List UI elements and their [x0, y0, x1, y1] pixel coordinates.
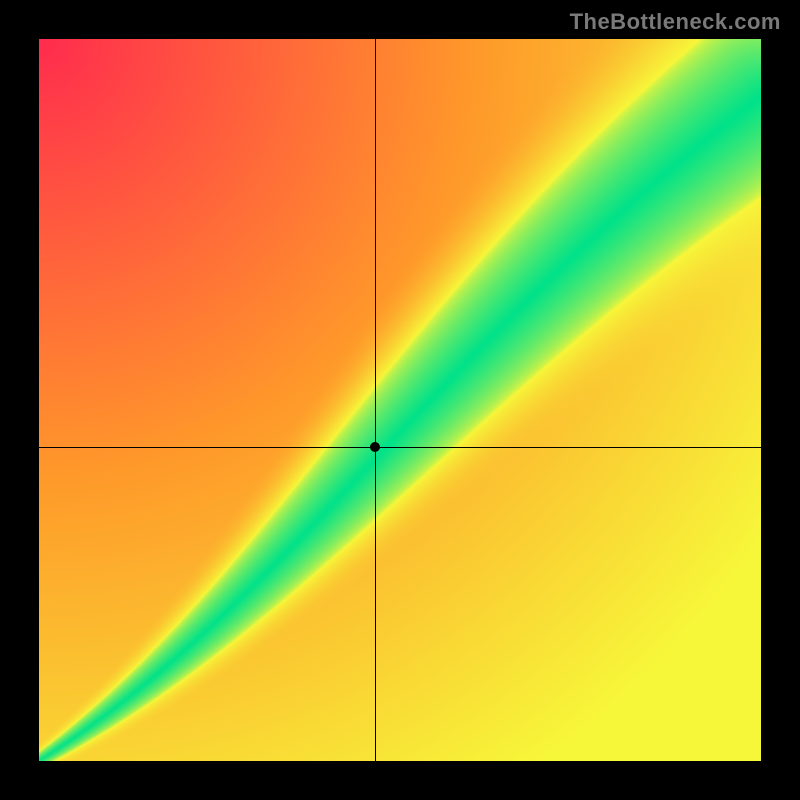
crosshair-marker: [370, 442, 380, 452]
crosshair-horizontal: [39, 447, 761, 448]
crosshair-vertical: [375, 39, 376, 761]
heatmap-canvas: [39, 39, 761, 761]
watermark-text: TheBottleneck.com: [570, 9, 781, 35]
plot-area: [39, 39, 761, 761]
